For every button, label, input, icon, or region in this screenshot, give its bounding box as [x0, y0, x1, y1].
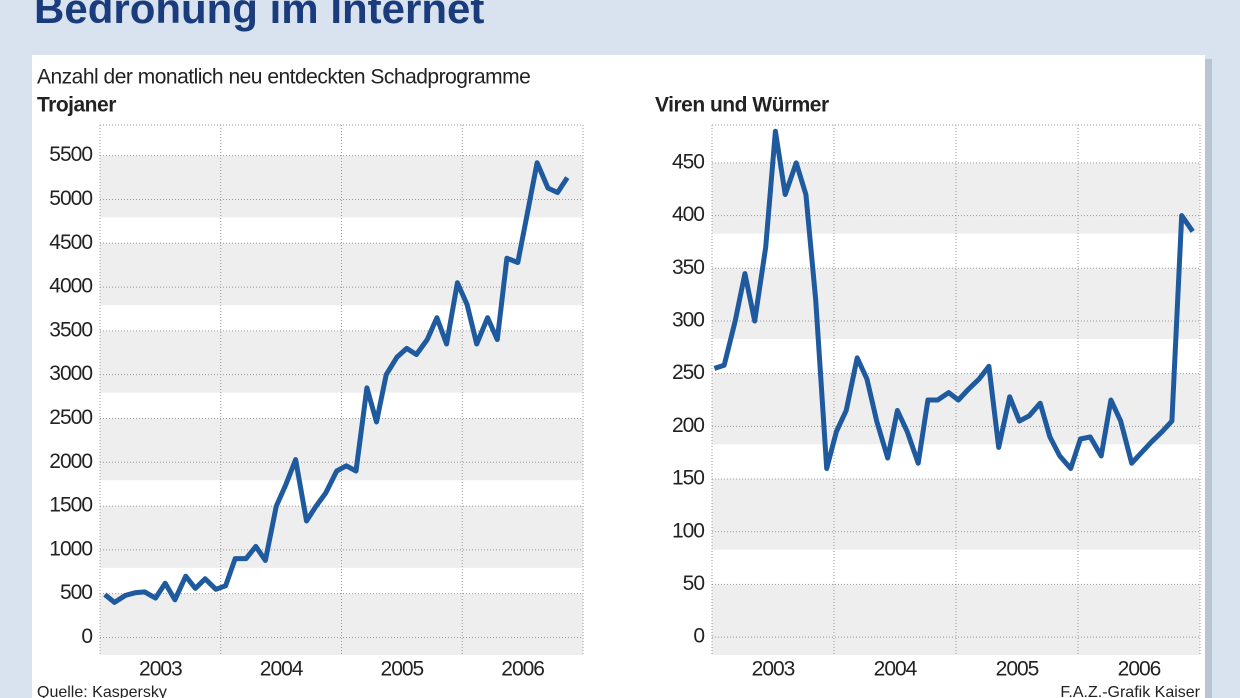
- y-tick-label: 150: [672, 467, 704, 490]
- y-tick-label: 4000: [49, 275, 92, 298]
- line: [103, 160, 570, 605]
- x-tick-label: 2004: [260, 658, 304, 681]
- y-tick-label: 0: [693, 625, 704, 648]
- band: [100, 155, 583, 218]
- x-tick-label: 2006: [501, 658, 544, 681]
- band: [712, 268, 1200, 339]
- y-tick-label: 5000: [49, 187, 92, 210]
- x-tick-label: 2003: [752, 658, 795, 681]
- y-tick-label: 300: [672, 309, 704, 332]
- y-tick-label: 3500: [49, 318, 92, 341]
- y-tick-label: 500: [60, 581, 92, 604]
- x-tick-label: 2005: [381, 658, 424, 681]
- x-tick-label: 2006: [1118, 658, 1161, 681]
- chart-title: Trojaner: [37, 94, 116, 117]
- y-tick-label: 1000: [49, 537, 92, 560]
- y-tick-label: 50: [683, 572, 705, 595]
- band: [100, 243, 583, 306]
- band: [712, 479, 1200, 550]
- y-tick-label: 350: [672, 256, 704, 279]
- y-tick-label: 100: [672, 519, 704, 542]
- y-tick-label: 400: [672, 203, 704, 226]
- y-tick-label: 1500: [49, 494, 92, 517]
- y-tick-label: 3000: [49, 362, 92, 385]
- band: [712, 373, 1200, 445]
- y-tick-label: 2000: [49, 450, 92, 473]
- y-tick-label: 200: [672, 414, 704, 437]
- y-tick-label: 250: [672, 361, 704, 384]
- x-tick-label: 2005: [996, 658, 1039, 681]
- y-tick-label: 2500: [49, 406, 92, 429]
- subtitle: Anzahl der monatlich neu entdeckten Scha…: [37, 66, 530, 89]
- chart-title: Viren und Würmer: [655, 94, 829, 117]
- y-tick-label: 4500: [49, 231, 92, 254]
- source: Quelle: Kaspersky: [37, 684, 167, 698]
- x-tick-label: 2004: [874, 658, 918, 681]
- y-tick-label: 5500: [49, 143, 92, 166]
- x-tick-label: 2003: [139, 658, 182, 681]
- credit: F.A.Z.-Grafik Kaiser: [1060, 684, 1200, 698]
- y-tick-label: 0: [81, 625, 92, 648]
- y-tick-label: 450: [672, 150, 704, 173]
- page-title: Bedrohung im Internet: [34, 0, 484, 32]
- line: [713, 128, 1195, 471]
